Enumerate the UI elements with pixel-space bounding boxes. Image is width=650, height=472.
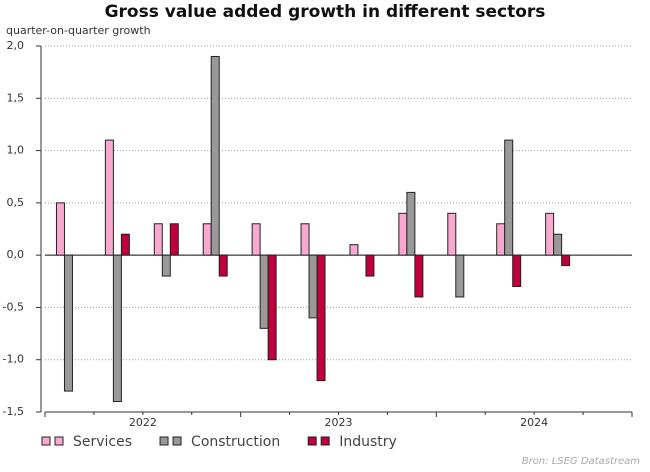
bar xyxy=(308,254,318,319)
bar xyxy=(55,202,65,256)
bar xyxy=(267,254,277,361)
legend-swatch xyxy=(172,436,182,446)
bar xyxy=(251,223,261,256)
x-year-label: 2023 xyxy=(325,416,353,429)
y-tick-label: 0,5 xyxy=(7,196,25,209)
bar xyxy=(218,254,228,277)
y-tick-label: 2,0 xyxy=(7,39,25,52)
chart-title: Gross value added growth in different se… xyxy=(105,2,546,22)
bar xyxy=(202,223,212,256)
bar xyxy=(414,254,424,298)
legend-swatch xyxy=(320,436,330,446)
bar xyxy=(545,212,555,256)
bar xyxy=(365,254,375,277)
bar xyxy=(104,139,114,256)
y-tick-label: -1,0 xyxy=(3,353,24,366)
bar xyxy=(300,223,310,256)
bar xyxy=(504,139,514,256)
x-year-label: 2024 xyxy=(520,416,548,429)
x-year-label: 2022 xyxy=(129,416,157,429)
bar xyxy=(561,254,571,267)
bar xyxy=(259,254,269,329)
bar xyxy=(406,191,416,256)
bar xyxy=(512,254,522,288)
legend-label: Services xyxy=(73,434,132,450)
bar xyxy=(349,244,359,256)
legend-swatch xyxy=(159,436,169,446)
y-tick-label: 1,5 xyxy=(7,91,25,104)
bar xyxy=(112,254,122,403)
bar xyxy=(455,254,465,298)
bar xyxy=(496,223,506,256)
legend-label: Construction xyxy=(191,434,280,450)
bar xyxy=(398,212,408,256)
legend-swatch xyxy=(41,436,51,446)
bar xyxy=(153,223,163,256)
legend-label: Industry xyxy=(339,434,397,450)
bar xyxy=(553,233,563,256)
bar xyxy=(161,254,171,277)
y-tick-label: -1,5 xyxy=(3,405,24,418)
legend-swatch xyxy=(54,436,64,446)
bar xyxy=(316,254,326,382)
bar xyxy=(63,254,73,392)
y-axis-label: quarter-on-quarter growth xyxy=(6,24,151,37)
legend-swatch xyxy=(307,436,317,446)
bar xyxy=(210,55,220,256)
bar xyxy=(169,223,179,256)
y-tick-label: 1,0 xyxy=(7,144,25,157)
bar xyxy=(447,212,457,256)
source-note: Bron: LSEG Datastream xyxy=(522,456,641,467)
y-tick-label: -0,5 xyxy=(3,300,24,313)
bar xyxy=(120,233,130,256)
y-tick-label: 0,0 xyxy=(7,248,25,261)
